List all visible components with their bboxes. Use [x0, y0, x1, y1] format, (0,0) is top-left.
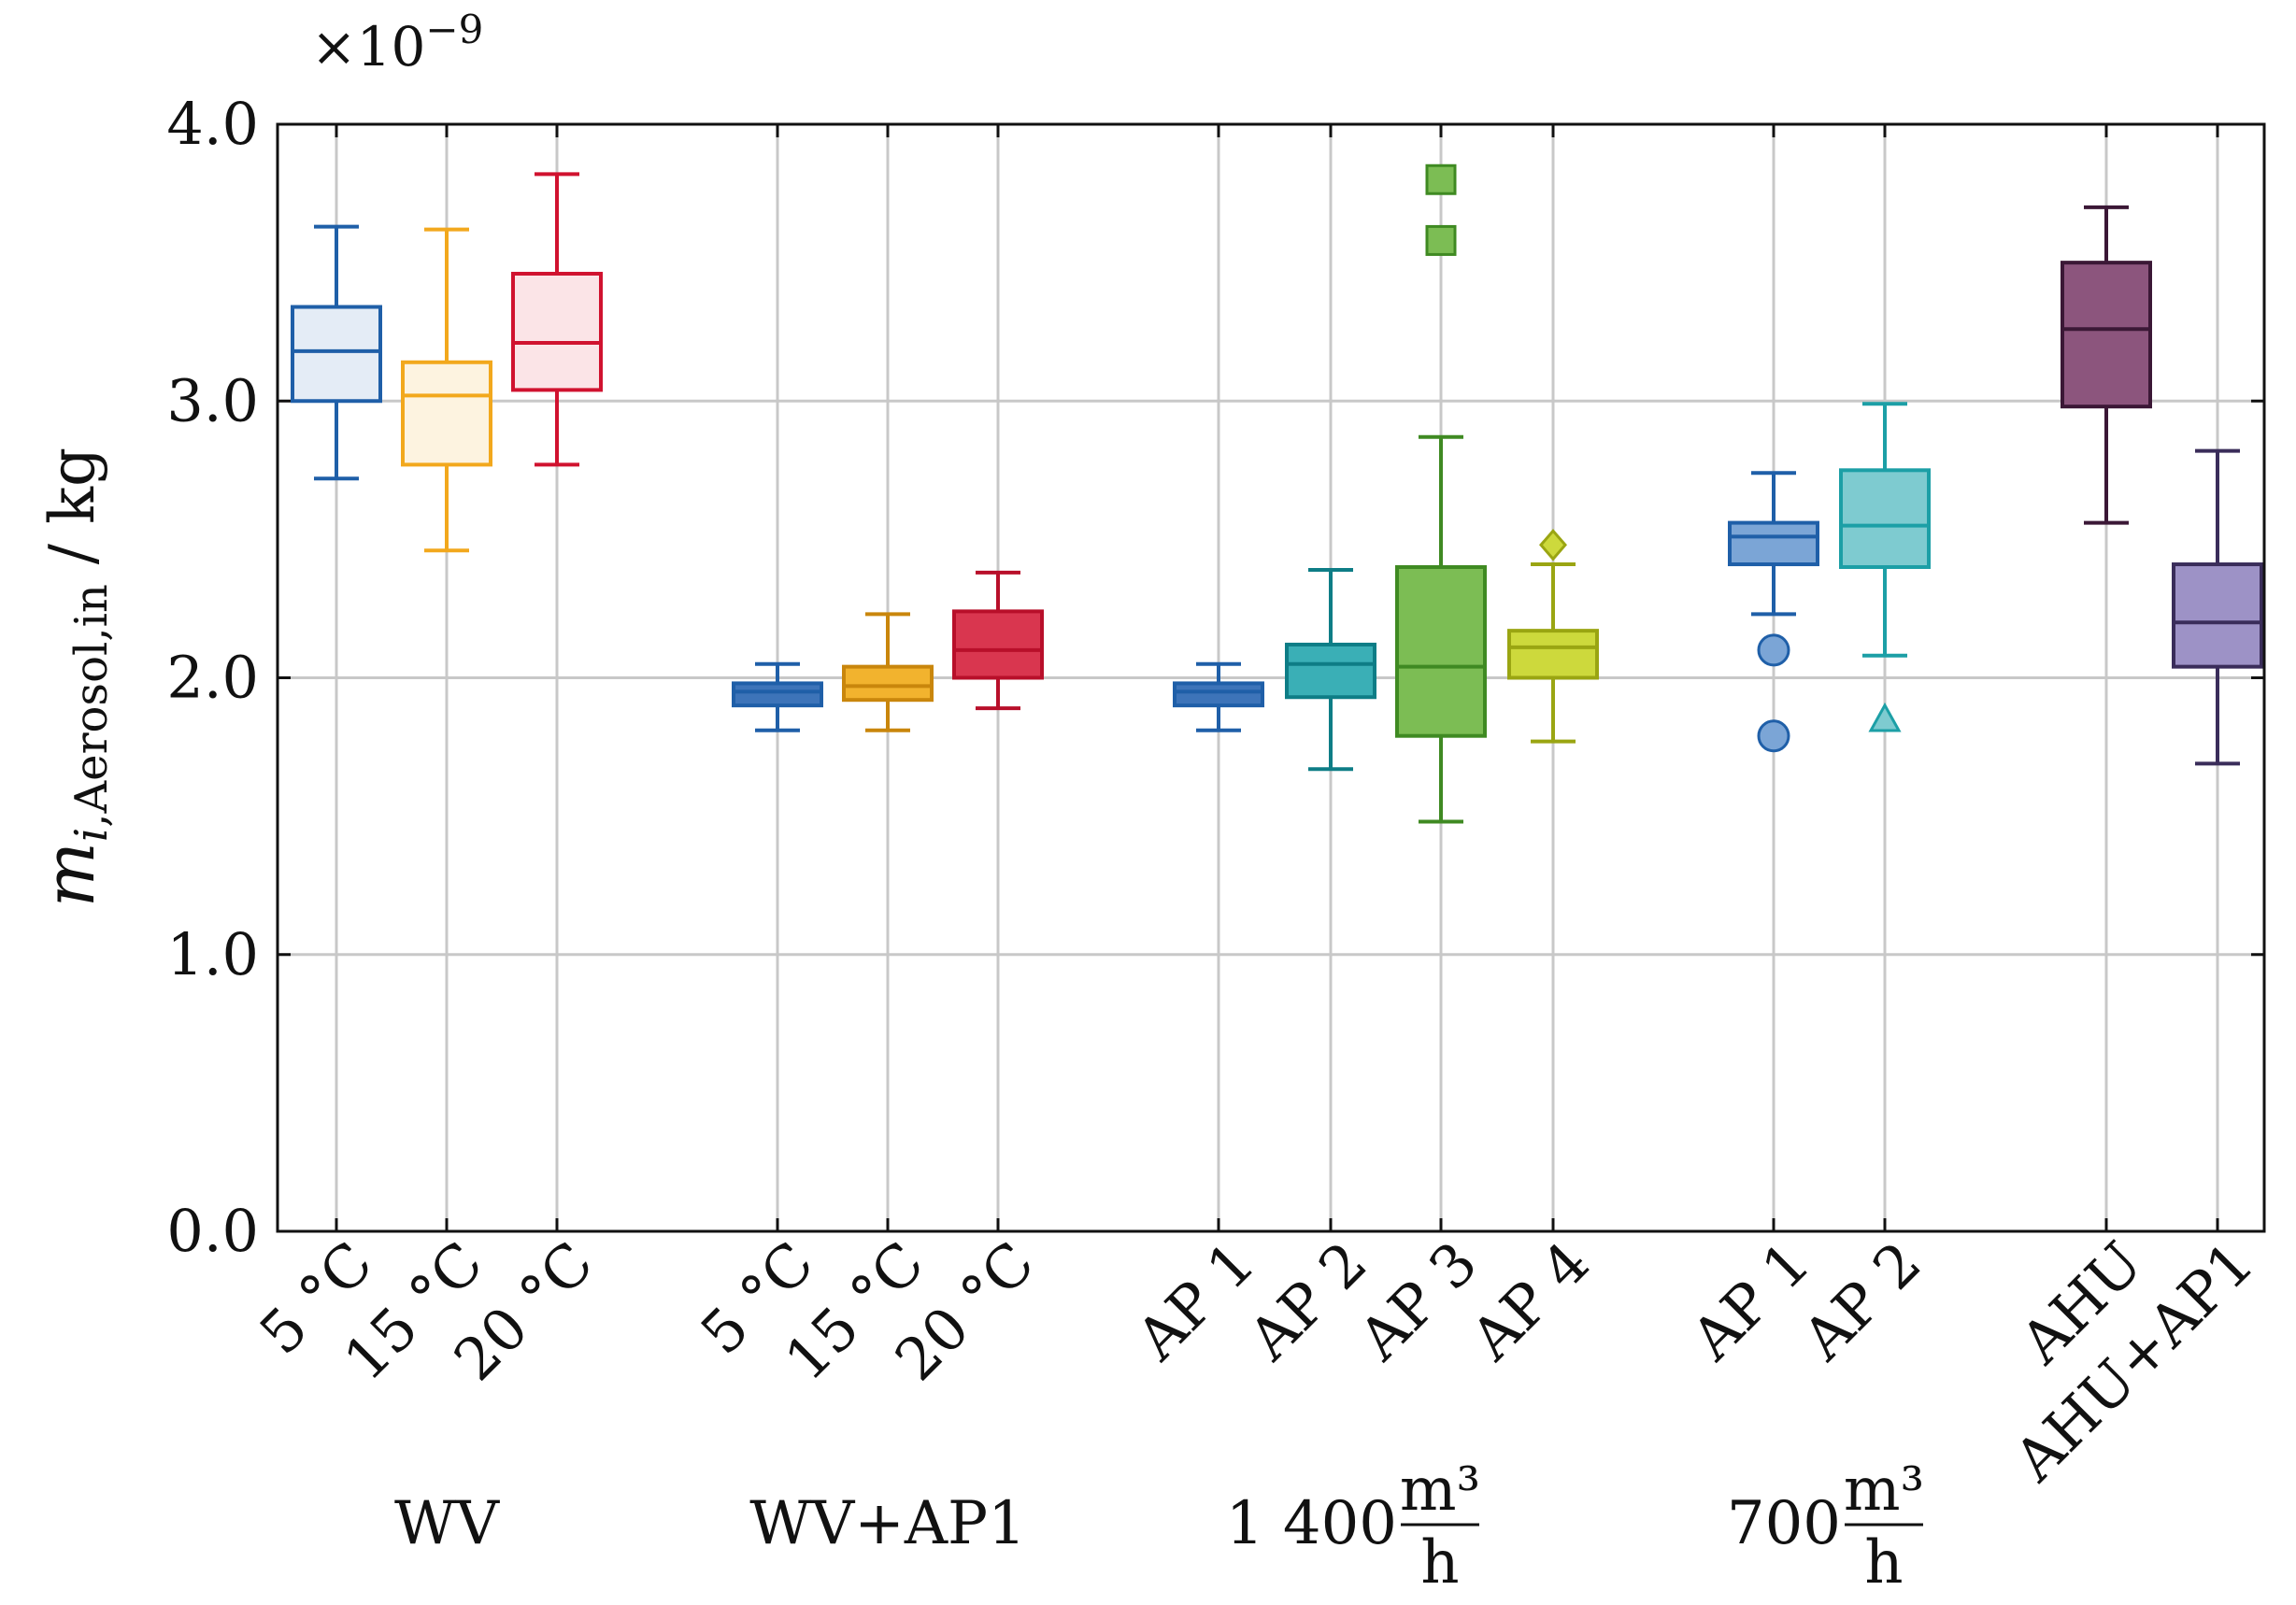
box-7: [1173, 661, 1264, 732]
outlier-point: [1425, 224, 1457, 256]
box-1: [291, 224, 382, 481]
box-6: [952, 570, 1044, 711]
y-tick-label: 1.0: [166, 920, 259, 988]
box-4: [732, 661, 823, 732]
group-unit-numerator: m³: [1400, 1456, 1480, 1525]
y-axis-label: mi,Aerosol,in / kg: [30, 447, 118, 908]
x-tick-label: AP 1: [1677, 1229, 1822, 1373]
iqr-box: [1839, 468, 1931, 569]
box-11: [1728, 471, 1819, 753]
box-14: [2172, 448, 2263, 766]
y-axis-label-unit: / kg: [36, 447, 108, 584]
outlier-point: [1425, 163, 1457, 195]
outlier-point: [1539, 529, 1567, 561]
group-unit-numerator: m³: [1844, 1456, 1924, 1525]
iqr-box: [1173, 681, 1264, 708]
y-tick-label: 3.0: [166, 366, 259, 434]
y-tick-label: 4.0: [166, 90, 259, 158]
group-unit-denominator: h: [1864, 1528, 1903, 1598]
box-5: [842, 612, 934, 732]
outlier-point: [1757, 633, 1790, 667]
x-tick-label: AP 1: [1122, 1229, 1267, 1373]
outlier-point: [1757, 719, 1790, 753]
box-2: [401, 227, 492, 553]
y-exponent-power: −9: [425, 7, 483, 52]
group-label: 700: [1727, 1489, 1841, 1558]
iqr-box: [1507, 629, 1599, 680]
y-tick-label: 0.0: [166, 1197, 259, 1265]
axis-labels: 0.01.02.03.04.05 °C15 °C20 °C 5 °C15 °C20…: [166, 90, 2266, 1598]
group-label: WV: [394, 1489, 501, 1558]
iqr-box: [291, 305, 382, 404]
iqr-box: [1285, 642, 1376, 700]
boxes: [291, 163, 2263, 824]
iqr-box: [732, 681, 823, 708]
box-9: [1395, 163, 1487, 824]
y-axis-label-sub-var: i: [65, 828, 118, 842]
x-tick-label: AP 4: [1457, 1229, 1602, 1373]
outlier-point: [1868, 702, 1902, 732]
group-unit-denominator: h: [1420, 1528, 1459, 1598]
y-exponent: ×10−9: [311, 7, 483, 78]
iqr-box: [1395, 565, 1487, 738]
iqr-box: [401, 360, 492, 467]
box-10: [1507, 529, 1599, 744]
iqr-box: [511, 271, 603, 392]
iqr-box: [952, 609, 1044, 680]
group-label: 1 400: [1226, 1489, 1397, 1558]
x-tick-label: AP 3: [1345, 1229, 1490, 1373]
box-12: [1839, 402, 1931, 732]
group-label: WV+AP1: [749, 1489, 1026, 1558]
iqr-box: [2172, 562, 2263, 669]
y-tick-label: 2.0: [166, 644, 259, 712]
box-8: [1285, 567, 1376, 772]
iqr-box: [2061, 261, 2152, 409]
box-3: [511, 172, 603, 467]
iqr-box: [842, 664, 934, 703]
x-tick-label: AP 2: [1789, 1229, 1933, 1373]
y-axis-label-sub-text: ,Aerosol,in: [65, 584, 118, 828]
iqr-box: [1728, 520, 1819, 567]
x-tick-label: AP 2: [1234, 1229, 1379, 1373]
box-13: [2061, 205, 2152, 525]
